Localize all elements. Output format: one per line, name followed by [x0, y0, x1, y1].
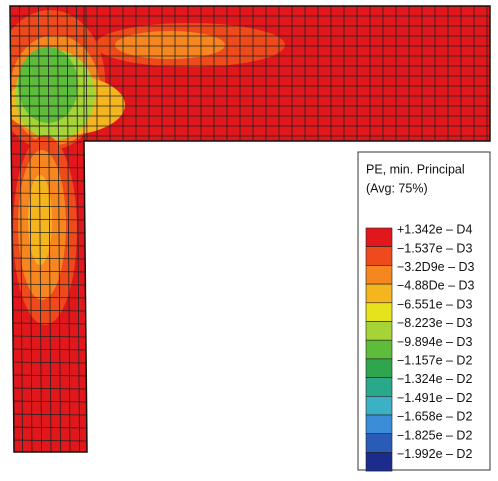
mesh-line: [10, 426, 89, 429]
mesh-line: [10, 309, 89, 312]
legend-label: −1.825e – D2: [397, 428, 472, 442]
legend-swatch: [365, 433, 393, 453]
legend-title: PE, min. Principal: [366, 162, 465, 176]
mesh-line: [10, 413, 89, 416]
legend-label: −4.88De – D3: [397, 279, 475, 293]
legend-swatch: [365, 246, 393, 266]
mesh: [10, 6, 490, 452]
legend-label: −1.157e – D2: [397, 354, 472, 368]
legend-label: −3.2D9e – D3: [397, 260, 475, 274]
mesh-line: [10, 387, 89, 390]
mesh-line: [10, 439, 89, 442]
mesh-line: [10, 348, 89, 351]
legend-swatch: [365, 302, 393, 322]
mesh-line: [47, 6, 52, 452]
mesh-line: [10, 257, 89, 260]
legend-swatch: [365, 321, 393, 341]
legend-swatch: [365, 227, 393, 248]
mesh-line: [10, 374, 89, 377]
legend-swatch: [365, 414, 393, 435]
mesh-line: [10, 400, 89, 403]
legend-label: −9.894e – D3: [397, 335, 472, 349]
mesh-line: [10, 231, 89, 234]
mesh-line: [66, 6, 71, 452]
mesh-line: [10, 270, 89, 273]
contour-zone: [115, 31, 225, 59]
legend-swatch: [365, 395, 393, 416]
mesh-line: [10, 335, 89, 338]
legend-swatch: [365, 358, 393, 378]
legend-label: −1.324e – D2: [397, 372, 472, 386]
legend-label: +1.342e – D4: [397, 222, 472, 236]
legend-label: −1.537e – D3: [397, 241, 472, 255]
outline: [9, 5, 491, 453]
mesh-line: [10, 296, 89, 299]
legend: +1.342e – D4 −1.537e – D3 −3.2D9e – D3 −4.8…: [365, 222, 475, 472]
legend-swatch: [365, 339, 393, 360]
mesh-line: [10, 361, 89, 364]
legend-swatch: [365, 452, 393, 472]
mesh-line: [10, 218, 89, 221]
mesh-line: [38, 6, 42, 452]
legend-label: −1.658e – D2: [397, 410, 472, 424]
legend-label: −8.223e – D3: [397, 316, 472, 330]
legend-subtitle: (Avg: 75%): [366, 181, 428, 195]
mesh-line: [10, 283, 89, 286]
legend-label: −1.992e – D2: [397, 447, 472, 461]
mesh-line: [76, 6, 80, 452]
mesh-line: [10, 322, 89, 325]
mesh-line: [19, 6, 23, 452]
mesh-line: [10, 244, 89, 247]
legend-swatch: [365, 283, 393, 304]
legend-label: −1.491e – D2: [397, 391, 472, 405]
legend-label: −6.551e – D3: [397, 297, 472, 311]
legend-swatch: [365, 265, 393, 285]
mesh-line: [57, 6, 61, 452]
legend-swatch: [365, 377, 393, 397]
mesh-line: [28, 6, 33, 452]
